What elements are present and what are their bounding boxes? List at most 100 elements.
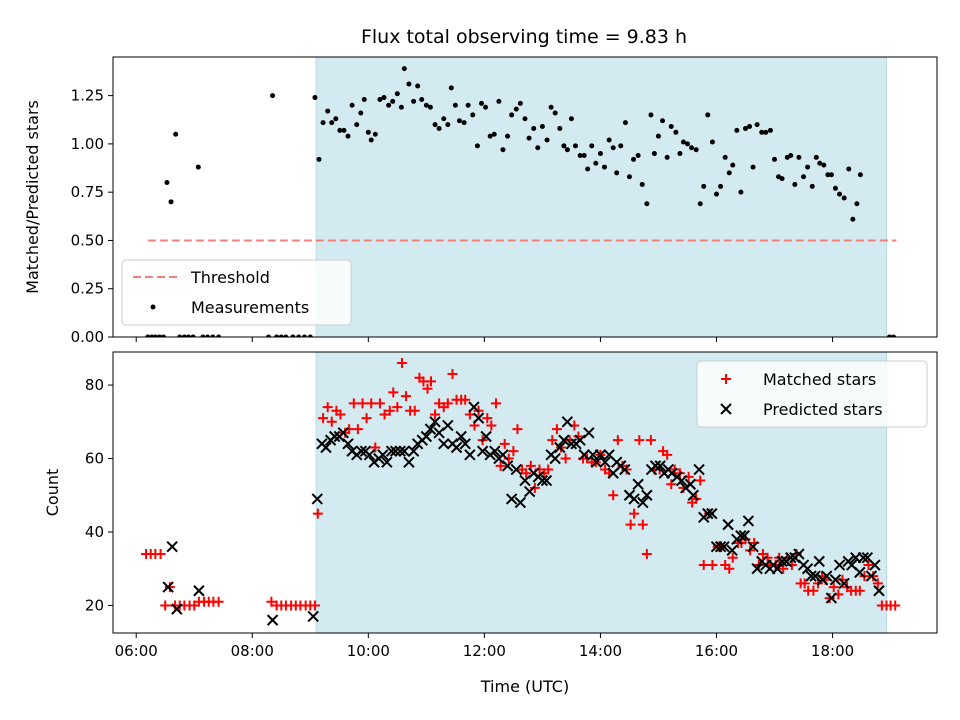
predicted-point	[450, 441, 463, 454]
measurement-point	[759, 129, 765, 135]
measurement-point	[828, 172, 834, 178]
measurement-point	[890, 334, 896, 337]
measurement-point	[610, 145, 616, 151]
predicted-point	[464, 449, 476, 461]
measurement-point	[156, 334, 162, 337]
y-tick-label: 0.75	[71, 183, 104, 201]
matched-point	[396, 358, 407, 369]
x-tick-label: 16:00	[695, 642, 738, 660]
matched-point	[666, 479, 677, 490]
predicted-point	[468, 401, 480, 413]
measurement-point	[345, 133, 351, 139]
predicted-point	[726, 544, 738, 557]
predicted-point	[684, 478, 697, 490]
measurement-point	[491, 131, 497, 137]
matched-point	[724, 563, 735, 574]
predicted-point	[751, 563, 763, 575]
matched-point	[388, 387, 399, 398]
measurement-point	[668, 124, 674, 130]
measurement-point	[697, 201, 703, 207]
measurement-point	[837, 191, 843, 197]
measurement-point	[278, 334, 284, 337]
matched-point	[641, 549, 652, 560]
measurement-point	[190, 334, 196, 337]
measurement-point	[539, 124, 545, 130]
predicted-point	[825, 592, 838, 604]
measurement-point	[432, 122, 438, 128]
matched-point	[707, 560, 718, 571]
measurement-point	[307, 334, 313, 337]
matched-point	[529, 482, 540, 493]
predicted-point	[702, 507, 714, 520]
matched-point	[366, 398, 377, 409]
measurement-point	[750, 164, 756, 170]
measurement-point	[564, 147, 570, 153]
measurement-point	[718, 183, 724, 189]
measurement-point	[817, 160, 823, 166]
measurement-point	[660, 118, 666, 124]
predicted-point	[619, 463, 631, 476]
measurement-point	[496, 98, 502, 104]
y-tick-label: 0.00	[71, 328, 104, 346]
measurement-point	[535, 145, 541, 151]
measurement-point	[531, 125, 537, 131]
legend: Matched stars Predicted stars	[696, 360, 928, 428]
matched-point	[490, 398, 501, 409]
matched-point	[645, 435, 656, 446]
predicted-point	[718, 540, 730, 553]
measurement-point	[572, 143, 578, 149]
predicted-point	[403, 456, 415, 468]
predicted-point	[641, 489, 653, 501]
predicted-point	[193, 585, 205, 597]
measurement-point	[635, 152, 641, 158]
measurement-point	[461, 120, 467, 126]
predicted-point	[838, 577, 850, 590]
measurement-point	[639, 181, 645, 187]
measurement-point	[734, 127, 740, 133]
matched-point	[695, 475, 706, 486]
measurement-point	[195, 164, 201, 170]
predicted-point	[438, 438, 450, 450]
measurement-point	[631, 156, 637, 162]
measurement-point	[568, 116, 574, 122]
measurement-point	[825, 172, 831, 178]
predicted-point	[857, 551, 870, 564]
bottom-panel: 20 40 60 80 06:00 08:00 10:00 12:00 14:00 16:00 18…	[43, 351, 938, 696]
measurement-point	[301, 334, 307, 337]
measurement-point	[290, 334, 296, 337]
matched-point	[868, 571, 879, 582]
measurement-point	[597, 151, 603, 157]
predicted-point	[654, 460, 666, 472]
predicted-point	[501, 460, 514, 472]
measurement-point	[411, 98, 417, 104]
measurement-point	[618, 143, 624, 149]
legend-box	[696, 360, 928, 428]
measurement-point	[772, 156, 778, 162]
matched-point	[266, 596, 277, 607]
top-panel: 0.00 0.25 0.50 0.75 1.00 1.25 Matched/Predicte…	[23, 56, 938, 346]
predicted-point	[869, 559, 881, 571]
measurement-point	[445, 122, 451, 128]
y-tick-label: 1.00	[71, 135, 104, 153]
measurement-point	[522, 116, 528, 122]
measurement-point	[850, 216, 856, 222]
measurement-point	[465, 102, 471, 108]
y-tick-label: 0.25	[71, 280, 104, 298]
measurement-point	[701, 183, 707, 189]
measurement-point	[377, 96, 383, 102]
y-axis-label: Count	[43, 469, 62, 517]
measurement-point	[312, 95, 318, 101]
matched-point	[808, 585, 819, 596]
measurement-point	[337, 127, 343, 133]
x-tick-label: 18:00	[811, 642, 854, 660]
predicted-point	[590, 456, 603, 468]
predicted-point	[793, 548, 805, 560]
matched-point	[447, 369, 458, 380]
matched-point	[828, 582, 839, 593]
matched-point	[551, 424, 562, 435]
measurement-point	[333, 116, 339, 122]
predicted-point	[675, 474, 688, 487]
measurement-point	[767, 127, 773, 133]
measurement-point	[792, 181, 798, 187]
measurement-point	[448, 85, 454, 91]
